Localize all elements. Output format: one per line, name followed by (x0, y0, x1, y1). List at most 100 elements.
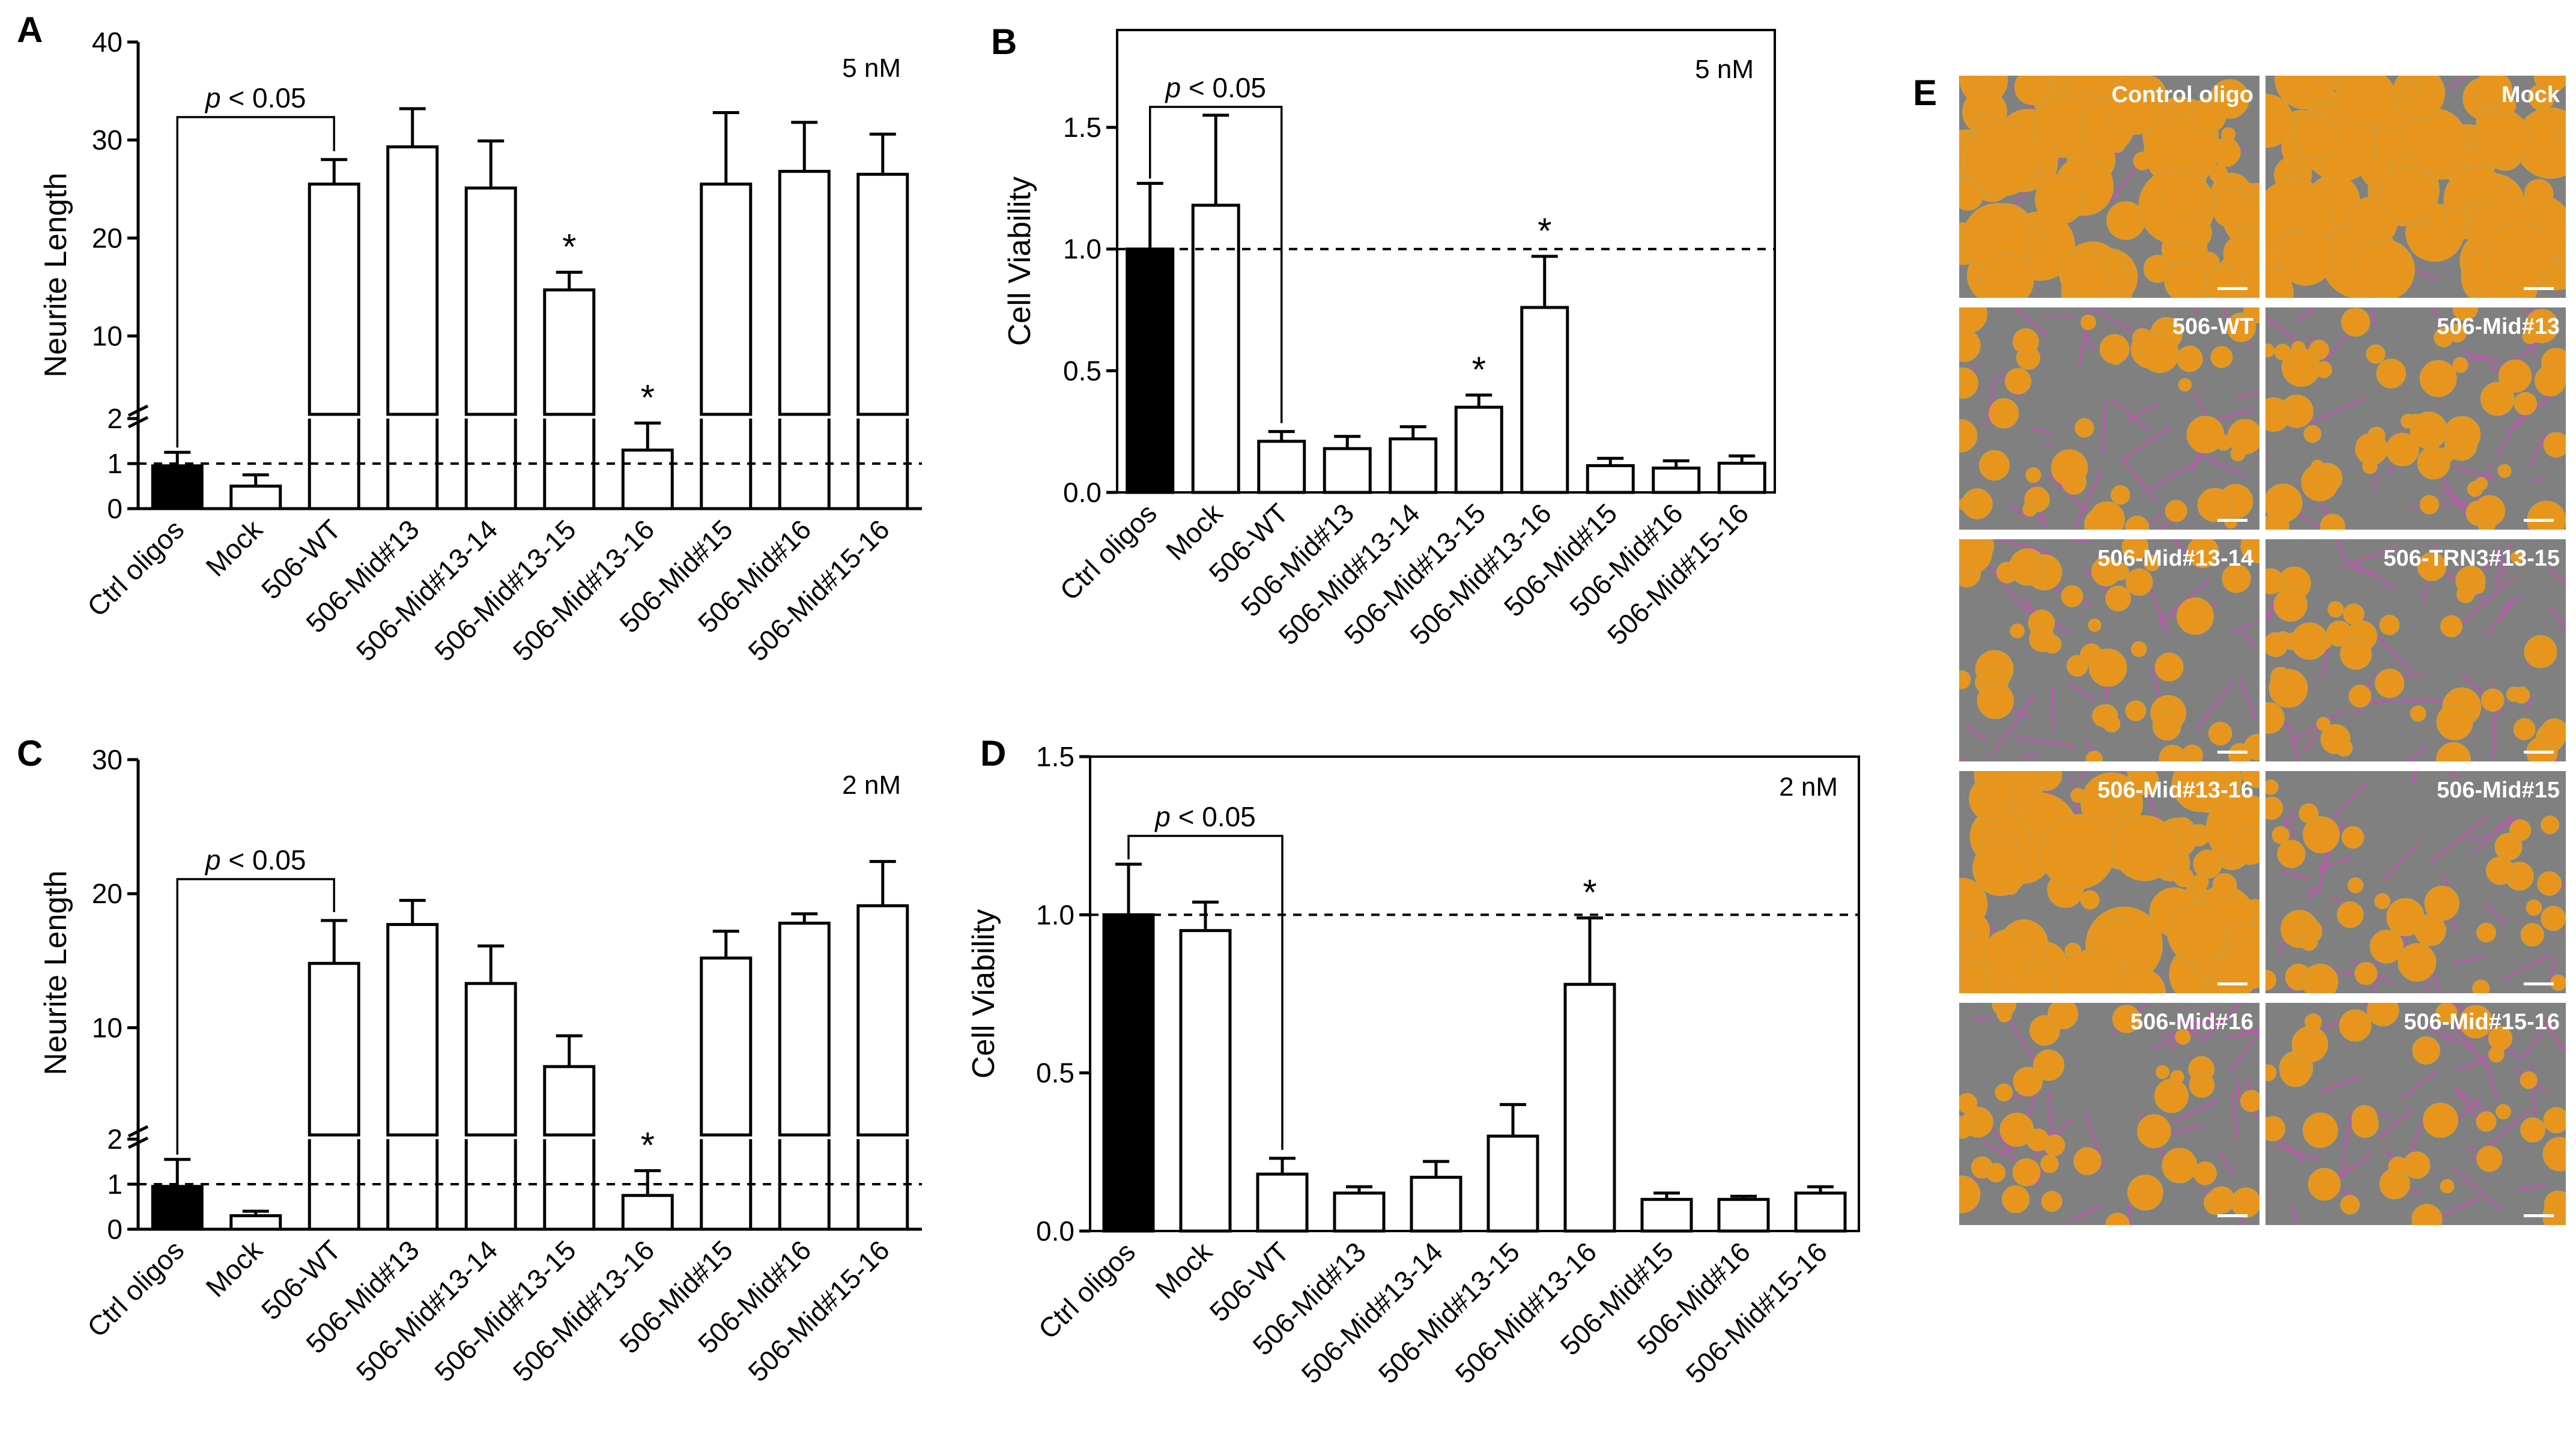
cell-cluster (2197, 488, 2232, 522)
scale-bar (2217, 751, 2247, 754)
cell-cluster (1959, 1116, 1974, 1139)
error-bar (1577, 916, 1603, 985)
cell-cluster (2073, 1147, 2102, 1175)
cell-cluster (2309, 339, 2329, 360)
cell-cluster (2422, 1103, 2458, 1139)
cell-cluster (2398, 943, 2437, 982)
bar (1520, 306, 1569, 494)
neurite (2157, 513, 2180, 530)
neurite (2319, 856, 2353, 870)
cell-cluster (2452, 357, 2468, 373)
error-bar (242, 473, 269, 486)
neurite (2547, 566, 2566, 585)
error-bar (1399, 425, 1426, 439)
cell-cluster (2362, 459, 2378, 474)
category-label: 506-Mid#13-15 (1372, 1236, 1526, 1390)
cell-cluster (2187, 539, 2219, 568)
y-tick-label: 1.5 (1036, 741, 1074, 772)
cell-cluster (2004, 368, 2032, 395)
bar (1257, 440, 1306, 494)
error-bar (712, 930, 739, 958)
micrograph-tile: Control oligo (1959, 76, 2259, 298)
error-bar (321, 158, 348, 184)
cell-cluster (2034, 174, 2085, 225)
tile-content (2265, 76, 2566, 298)
cell-cluster (2308, 1167, 2341, 1201)
cell-cluster (2277, 840, 2306, 868)
cell-cluster (2125, 568, 2153, 596)
neurite (2407, 746, 2426, 761)
error-bar (242, 1209, 269, 1216)
neurite (2317, 844, 2330, 894)
neurite (2371, 307, 2376, 327)
p-value-label: p < 0.05 (1164, 72, 1266, 103)
cell-cluster (1989, 398, 2019, 429)
cell-cluster (2121, 539, 2149, 561)
category-label: Mock (1150, 1236, 1219, 1305)
cell-cluster (2212, 873, 2237, 898)
error-bar (1423, 1160, 1449, 1178)
neurite (2199, 1003, 2242, 1044)
p-symbol: p (204, 844, 221, 876)
y-tick-label: 0.5 (1063, 355, 1102, 386)
cell-cluster (2419, 360, 2457, 398)
bar (700, 183, 753, 416)
p-threshold: < 0.05 (1181, 72, 1266, 103)
cell-cluster (2520, 1117, 2545, 1143)
cell-cluster (2456, 584, 2475, 604)
cell-cluster (2486, 856, 2515, 885)
cell-cluster (1969, 776, 2014, 821)
cell-cluster (2495, 95, 2517, 116)
neurite (2444, 1031, 2475, 1051)
cell-cluster (2159, 745, 2187, 761)
neurite (2065, 1205, 2102, 1224)
category-label: 506-Mid#13-15 (428, 513, 582, 667)
cell-cluster (2320, 724, 2351, 754)
neurite (2014, 736, 2075, 748)
significance-star: * (1538, 211, 1551, 251)
scale-bar (2217, 519, 2247, 522)
p-symbol: p (204, 82, 221, 113)
cell-cluster (2476, 1111, 2497, 1132)
significance-star: * (562, 226, 576, 267)
cell-cluster (1959, 328, 1981, 362)
neurite (2074, 468, 2103, 528)
cell-cluster (2474, 495, 2506, 527)
neurite (2444, 771, 2460, 778)
neurite (2225, 1028, 2259, 1039)
comparison-bracket (176, 878, 335, 1155)
neurite (2046, 443, 2052, 446)
neurite (2493, 715, 2496, 760)
bar (1179, 929, 1232, 1233)
cell-cluster (2265, 970, 2277, 990)
neurite (2229, 1032, 2259, 1072)
bar (1794, 1191, 1847, 1233)
bar (151, 464, 204, 510)
neurite (2468, 836, 2490, 840)
cell-cluster (2291, 1026, 2329, 1063)
neurite (2309, 884, 2313, 894)
cell-cluster (1972, 840, 2028, 897)
neurite (2282, 871, 2308, 880)
cell-cluster (2540, 718, 2566, 746)
concentration-label: 2 nM (1779, 772, 1838, 802)
bar (386, 923, 439, 1137)
cell-cluster (2496, 1104, 2511, 1120)
error-bar (1531, 255, 1558, 307)
cell-cluster (2167, 903, 2228, 964)
neurite (2539, 1016, 2566, 1053)
y-tick-label: 1.0 (1036, 899, 1074, 930)
error-bar (1730, 1194, 1757, 1200)
scale-bar (2217, 287, 2247, 290)
y-tick-label: 0 (107, 1214, 123, 1245)
panel-letter: D (980, 733, 1006, 773)
category-label: Ctrl oligos (1053, 497, 1162, 606)
error-bar (399, 107, 426, 147)
tile-label: 506-Mid#15-16 (2404, 1009, 2560, 1035)
cell-cluster (2498, 359, 2532, 393)
panel-letter: C (17, 733, 43, 773)
cell-cluster (1959, 1175, 1981, 1214)
cell-cluster (2375, 668, 2405, 698)
cell-cluster (2171, 771, 2229, 812)
neurite (2112, 399, 2150, 432)
